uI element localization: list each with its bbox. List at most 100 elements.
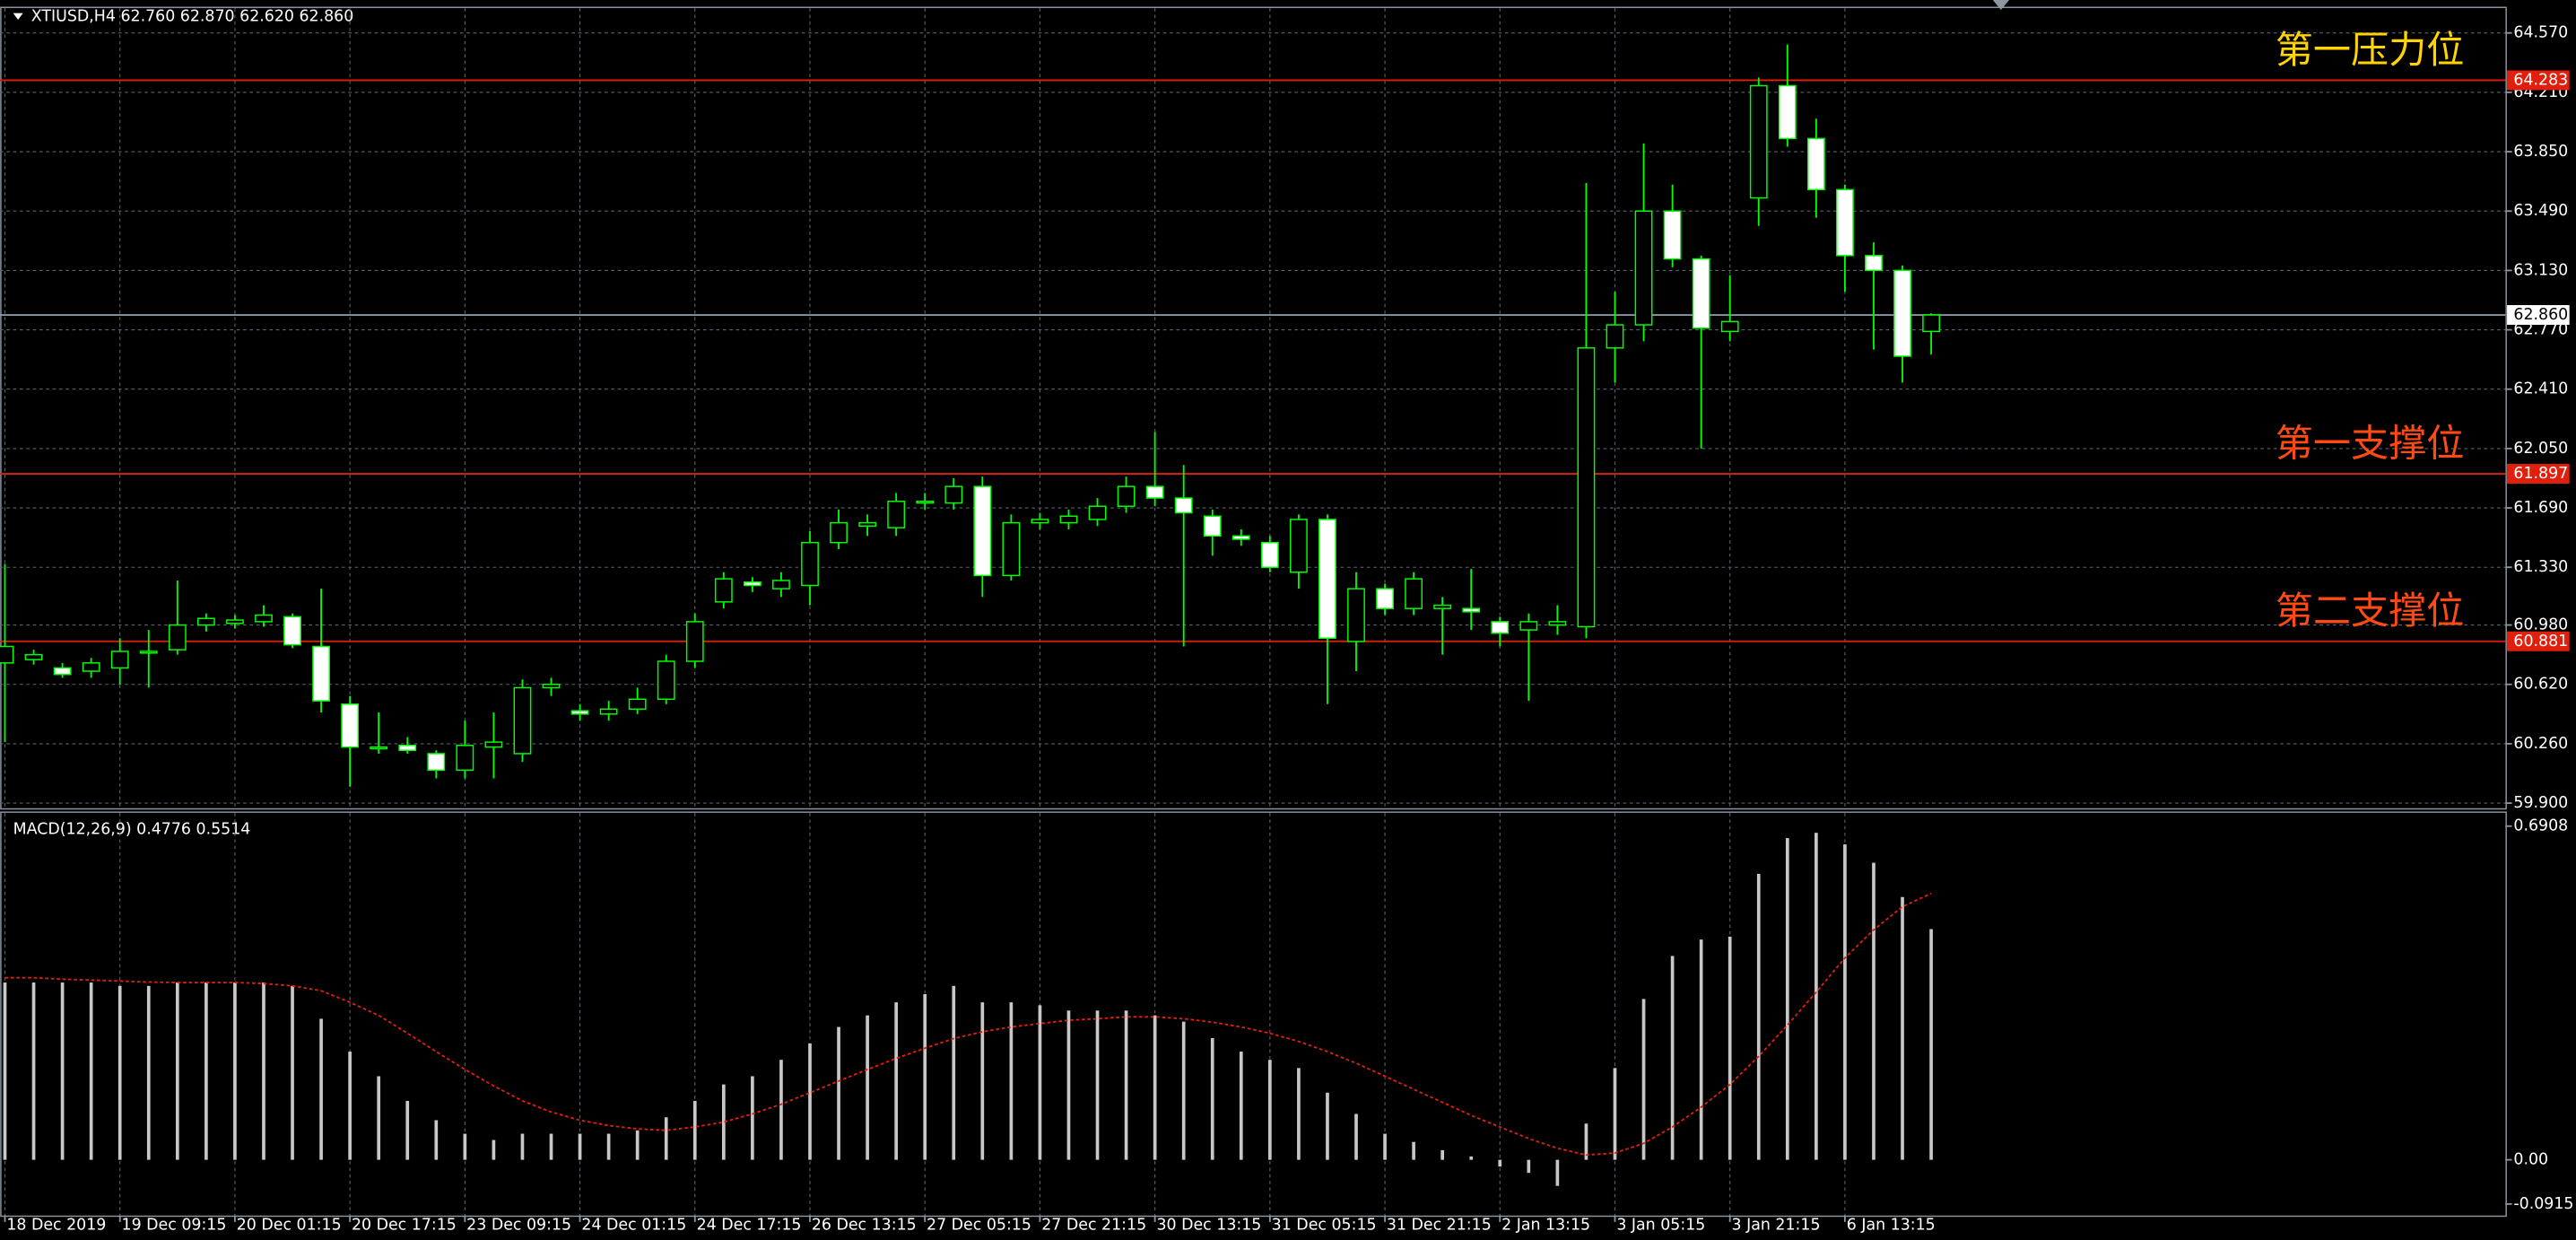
macd-bar [117, 985, 122, 1160]
candle-body [398, 745, 417, 751]
macd-bar [837, 1026, 840, 1160]
macd-bar [262, 982, 265, 1160]
candle-body [887, 500, 906, 528]
macd-bar [1268, 1060, 1272, 1160]
candle-body [1606, 324, 1624, 349]
macd-bar [635, 1130, 640, 1160]
y-tick-label: 63.490 [2513, 202, 2568, 220]
candle-body [599, 708, 618, 715]
candle-body [1031, 519, 1049, 524]
candle-body [1347, 588, 1365, 642]
candle-body [196, 617, 215, 626]
macd-bar [1326, 1092, 1329, 1160]
x-tick-label: 27 Dec 05:15 [927, 1217, 1031, 1235]
candle-body [1376, 588, 1394, 609]
macd-bar [1038, 1005, 1042, 1160]
candle-body [628, 698, 647, 711]
candle-body [801, 541, 819, 587]
candle-body [858, 521, 876, 528]
candle-body [427, 753, 446, 772]
macd-bar [549, 1133, 553, 1160]
y-tick-label: 62.050 [2513, 440, 2568, 458]
candle-body [916, 500, 935, 504]
candle-body [1778, 84, 1797, 140]
macd-bar [31, 982, 36, 1160]
candle-body [226, 619, 244, 624]
macd-bar [1181, 1021, 1186, 1160]
candle-body [1462, 607, 1481, 613]
macd-bar [1843, 844, 1847, 1160]
plot-layer: 59.900 60.260 60.620 60.980 61.330 61.690 62.0… [0, 8, 2573, 1235]
x-tick-label: 24 Dec 01:15 [581, 1217, 686, 1235]
macd-bar [405, 1100, 410, 1160]
candle-body [1577, 347, 1596, 628]
macd-bar [146, 985, 151, 1160]
macd-bar [923, 993, 927, 1160]
y-tick-label: 62.410 [2513, 380, 2568, 398]
x-tick-label: 31 Dec 21:15 [1387, 1217, 1492, 1235]
candle-body [139, 651, 158, 654]
y-tick-label: 63.130 [2513, 261, 2568, 279]
macd-bar [578, 1133, 582, 1160]
x-tick-label: 18 Dec 2019 [6, 1217, 106, 1235]
macd-bar [3, 982, 7, 1160]
price-panel-frame [0, 6, 2507, 810]
macd-bar [1354, 1113, 1358, 1160]
candle-body [1634, 210, 1653, 326]
candle-body [1059, 515, 1078, 524]
macd-bar [606, 1133, 611, 1160]
signal-line [4, 892, 1932, 1157]
candle-body [0, 645, 14, 664]
macd-bar [1527, 1159, 1531, 1174]
macd-bar [520, 1133, 525, 1160]
candle-body [1749, 84, 1768, 199]
y-tick-label: 60.620 [2513, 676, 2568, 694]
macd-bar [1153, 1015, 1157, 1160]
macd-panel-title: MACD(12,26,9) 0.4776 0.5514 [13, 820, 251, 838]
macd-bar [1756, 873, 1761, 1160]
candle-body [1663, 210, 1682, 260]
candle-body [283, 616, 301, 646]
macd-bar [1929, 929, 1933, 1160]
y-tick-label: 64.570 [2513, 24, 2568, 42]
x-tick-label: 20 Dec 17:15 [352, 1217, 457, 1235]
candle-body [1865, 255, 1883, 272]
level-annotation: 第一支撑位 [2276, 421, 2465, 465]
x-tick-label: 6 Jan 13:15 [1847, 1217, 1936, 1235]
macd-bar [1297, 1068, 1301, 1160]
x-tick-label: 3 Jan 21:15 [1732, 1217, 1821, 1235]
candle-body [82, 662, 100, 672]
macd-bar [1095, 1010, 1100, 1160]
x-tick-label: 23 Dec 09:15 [466, 1217, 571, 1235]
shift-marker [1992, 0, 2010, 10]
candle-body [1720, 320, 1739, 333]
price-tag-label: 61.897 [2513, 465, 2568, 483]
candle-body [1231, 535, 1250, 540]
x-tick-label: 27 Dec 21:15 [1041, 1217, 1146, 1235]
macd-bar [722, 1084, 726, 1160]
x-tick-label: 20 Dec 01:15 [237, 1217, 342, 1235]
candle-body [1405, 578, 1423, 609]
macd-bar [1872, 862, 1875, 1160]
candle-body [1260, 541, 1279, 568]
candle-body [312, 645, 330, 702]
y-tick-label: 60.260 [2513, 735, 2568, 753]
macd-bar [751, 1076, 754, 1160]
level-annotation: 第二支撑位 [2276, 589, 2465, 633]
y-tick-label: 62.770 [2513, 321, 2568, 339]
candle-body [1318, 519, 1336, 640]
macd-bar [233, 982, 237, 1160]
macd-bar [175, 982, 179, 1160]
y-tick-label: 0.6908 [2513, 817, 2568, 835]
candle-body [714, 578, 733, 603]
macd-bar [808, 1043, 812, 1160]
macd-bar [348, 1052, 352, 1160]
macd-bar [1498, 1159, 1502, 1167]
candle-body [1203, 515, 1222, 537]
candle-body [1836, 188, 1854, 257]
macd-bar [1469, 1156, 1474, 1160]
price-tag-label: 64.283 [2513, 71, 2568, 89]
macd-bar [1066, 1010, 1071, 1160]
y-tick-label: 63.850 [2513, 143, 2568, 161]
